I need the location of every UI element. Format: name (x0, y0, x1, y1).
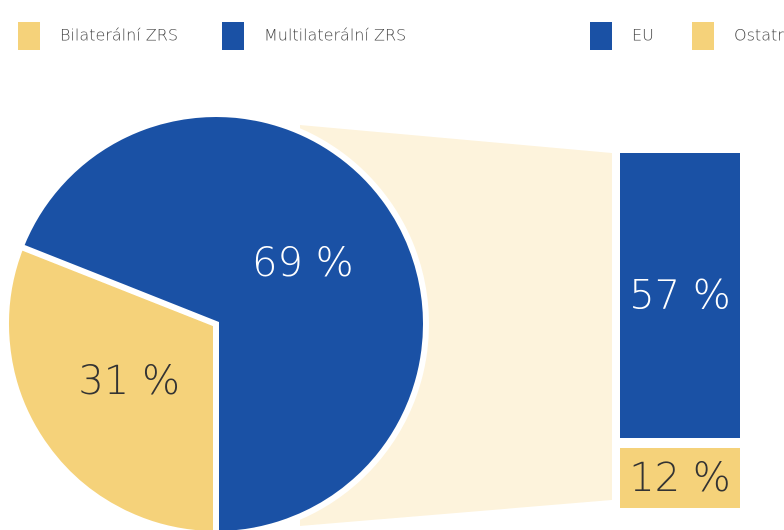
legend-swatch (590, 22, 612, 50)
pie-slice (16, 111, 429, 530)
legend-label: Multilaterální ZRS (264, 26, 406, 45)
legend-label: Ostatní (734, 26, 784, 45)
value-label: 31 % (78, 358, 180, 404)
value-label: 69 % (252, 240, 354, 286)
bar (620, 153, 740, 438)
legend-swatch (222, 22, 244, 50)
legend-swatch (692, 22, 714, 50)
value-label: 57 % (629, 273, 731, 319)
legend-label: EU (632, 26, 654, 45)
bar (620, 448, 740, 508)
legend-swatch (18, 22, 40, 50)
pie-slice (3, 242, 219, 530)
value-label: 12 % (629, 455, 731, 501)
legend-label: Bilaterální ZRS (60, 26, 178, 45)
